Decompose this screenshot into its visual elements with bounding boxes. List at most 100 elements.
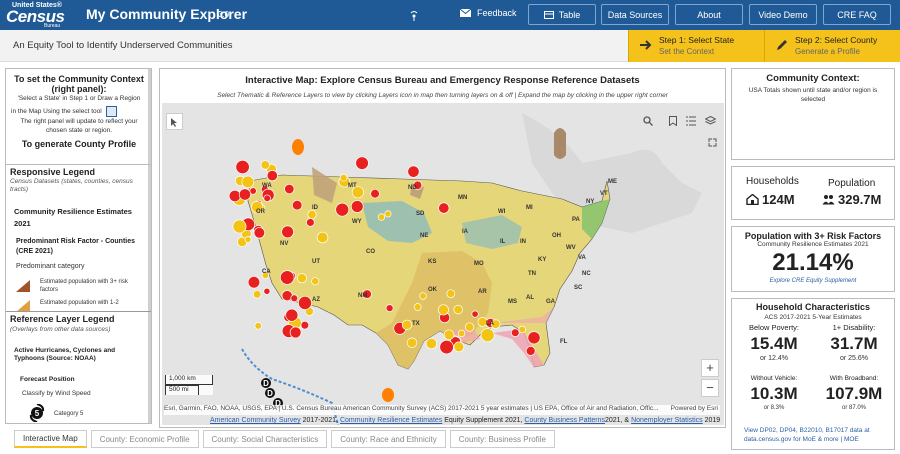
wildfire-marker[interactable] [252,290,262,299]
wildfire-marker[interactable] [306,218,315,227]
wildfire-marker[interactable] [457,329,466,338]
data-census-link[interactable]: View DP02, DP04, B22010, B17017 data at … [744,427,870,443]
wildfire-marker[interactable] [263,287,271,295]
wildfire-marker[interactable] [446,289,456,299]
wildfire-marker[interactable] [316,231,329,244]
wildfire-marker[interactable] [510,328,520,337]
wildfire-marker[interactable] [525,346,536,356]
wildfire-marker[interactable] [232,219,247,234]
wildfire-marker[interactable] [490,319,501,329]
wildfire-marker[interactable] [253,227,266,239]
wildfire-marker[interactable] [307,210,317,220]
wildfire-marker[interactable] [453,304,463,315]
cre-link[interactable]: Community Resilience Estimates [339,417,443,424]
wildfire-marker[interactable] [362,289,372,299]
search-map-button[interactable] [640,113,656,129]
nes-link[interactable]: Nonemployer Statistics [631,417,703,424]
wildfire-marker[interactable] [355,156,369,170]
wildfire-marker[interactable] [247,276,261,289]
wildfire-marker[interactable] [453,341,465,353]
step-select-state[interactable]: Step 1: Select State Set the Context [628,30,764,62]
tab-interactive-map[interactable]: Interactive Map [14,430,87,448]
wildfire-marker[interactable] [281,225,294,239]
tab-social-characteristics[interactable]: County: Social Characteristics [202,430,328,448]
wildfire-marker[interactable] [263,194,271,202]
wildfire-marker[interactable] [385,304,394,313]
tab-race-ethnicity[interactable]: County: Race and Ethnicity [331,430,446,448]
wildfire-marker[interactable] [384,210,392,218]
wildfire-marker[interactable] [377,213,386,221]
tab-business-profile[interactable]: County: Business Profile [449,430,555,448]
wildfire-marker[interactable] [279,270,295,285]
wildfire-marker[interactable] [284,183,295,195]
select-tool-button[interactable] [166,113,183,130]
wildfire-marker[interactable] [425,337,438,350]
step-select-county[interactable]: Step 2: Select County Generate a Profile [764,30,900,62]
wildfire-marker[interactable] [241,175,255,189]
wildfire-marker[interactable] [419,292,427,300]
wildfire-marker[interactable] [228,189,241,203]
layers-button[interactable] [702,113,718,129]
wildfire-marker[interactable] [518,325,526,334]
legend-list-button[interactable] [683,113,699,129]
tab-economic-profile[interactable]: County: Economic Profile [90,430,199,448]
scrollbar[interactable] [148,69,151,165]
wildfire-marker[interactable] [471,310,479,318]
wildfire-marker[interactable] [406,337,418,348]
wildfire-marker[interactable] [439,339,454,355]
wildfire-marker[interactable] [443,329,455,341]
wildfire-marker[interactable] [339,173,348,182]
interactive-map[interactable]: WA OR CA NV ID MT WY UT AZ CO NM ND SD NE KS OK TX MN IA MO… [162,103,724,425]
feedback-link[interactable]: Feedback [460,8,517,18]
expand-map-button[interactable] [704,134,720,150]
wildfire-marker[interactable] [413,180,423,190]
wildfire-markers[interactable] [228,156,541,356]
table-button[interactable]: Table [528,4,596,25]
wildfire-marker[interactable] [254,322,262,330]
wildfire-marker[interactable] [251,200,264,214]
wildfire-marker[interactable] [290,294,299,303]
wildfire-marker[interactable] [527,331,541,345]
wildfire-marker[interactable] [285,308,299,322]
zoom-out-button[interactable]: − [701,379,719,397]
wildfire-marker[interactable] [350,200,364,213]
wildfire-marker[interactable] [477,317,488,327]
wildfire-marker[interactable] [437,304,449,316]
wildfire-marker[interactable] [370,188,380,199]
video-demo-button[interactable]: Video Demo [749,4,817,25]
about-button[interactable]: About [675,4,743,25]
wildfire-marker[interactable] [266,170,278,182]
scrollbar[interactable] [148,312,151,423]
wildfire-marker[interactable] [291,199,303,211]
wildfire-marker[interactable] [311,277,320,286]
wildfire-marker[interactable] [401,319,413,330]
wildfire-marker[interactable] [261,271,270,279]
wildfire-marker[interactable] [300,320,310,330]
bookmark-button[interactable] [665,113,681,129]
powered-by-esri[interactable]: Powered by Esri [670,405,718,412]
wildfire-marker[interactable] [296,273,307,284]
data-sources-button[interactable]: Data Sources [601,4,669,25]
zoom-in-button[interactable]: + [701,359,719,377]
storm-marker[interactable] [265,388,275,398]
map-canvas[interactable]: WA OR CA NV ID MT WY UT AZ CO NM ND SD NE KS OK TX MN IA MO… [162,103,724,425]
census-logo[interactable]: United States® Census Bureau [6,2,74,29]
wildfire-marker[interactable] [238,188,252,201]
select-tool-icon[interactable] [105,106,117,117]
wildfire-marker[interactable] [335,202,350,217]
wildfire-marker[interactable] [297,295,312,310]
cbp-link[interactable]: County Business Patterns [524,417,605,424]
storm-marker[interactable] [261,378,271,388]
cre-equity-link[interactable]: Explore CRE Equity Supplement [769,278,857,284]
wildfire-marker[interactable] [464,322,475,332]
wildfire-marker[interactable] [244,236,252,243]
wildfire-marker[interactable] [407,165,420,178]
acs-link[interactable]: American Community Survey [210,417,301,424]
signal-icon[interactable] [408,9,420,21]
wildfire-marker[interactable] [289,326,302,339]
wildfire-marker[interactable] [413,303,422,311]
wildfire-marker[interactable] [260,160,270,170]
wildfire-marker[interactable] [480,328,495,343]
wildfire-marker[interactable] [351,186,364,199]
wildfire-marker[interactable] [438,202,450,214]
